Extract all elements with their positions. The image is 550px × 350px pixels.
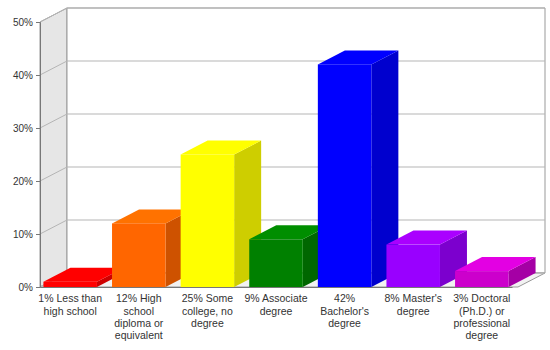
bar [181, 141, 262, 288]
x-axis: 1% Less thanhigh school 12% Highschooldip… [38, 287, 512, 341]
bar-front [181, 155, 235, 288]
y-tick-mark [36, 75, 40, 76]
chart: 0% 10% 20% 30% 40% 50% 1% Less thanhigh school… [0, 0, 550, 350]
y-axis: 0% 10% 20% 30% 40% 50% [13, 17, 41, 293]
y-tick-label: 10% [13, 229, 33, 240]
y-tick: 20% [13, 176, 40, 187]
x-tick-label-line: degree [397, 305, 430, 317]
x-tick: 9% Associatedegree [244, 287, 307, 317]
x-tick-label: 42%Bachelor'sdegree [320, 292, 369, 328]
y-tick-label: 40% [13, 70, 33, 81]
y-tick: 50% [13, 17, 40, 28]
bar-front [386, 245, 440, 287]
grid-line [40, 114, 545, 128]
y-tick-label: 50% [13, 17, 33, 28]
grid [40, 8, 545, 287]
y-tick: 10% [13, 229, 40, 240]
bar [112, 209, 193, 287]
x-tick: 25% Somecollege, nodegree [182, 287, 234, 329]
x-tick-label-line: 3% Doctoral [453, 292, 510, 304]
x-tick-label-line: degree [191, 317, 224, 329]
y-tick: 30% [13, 123, 40, 134]
x-tick-label-line: 25% Some [182, 292, 234, 304]
bar-front [112, 223, 166, 287]
x-axis-line [41, 287, 513, 288]
x-tick: 1% Less thanhigh school [38, 287, 102, 317]
x-tick-label-line: 42% [334, 292, 355, 304]
grid-line [40, 167, 545, 181]
x-tick-label-line: 1% Less than [38, 292, 102, 304]
grid-line [40, 61, 545, 75]
bar-front [455, 271, 509, 287]
bar-top [249, 225, 330, 239]
x-tick-label: 3% Doctoral(Ph.D.) orprofessionaldegree [453, 292, 510, 340]
y-tick: 40% [13, 70, 40, 81]
bar-top [112, 209, 193, 223]
x-tick-label: 12% Highschooldiploma orequivalent [114, 292, 164, 340]
x-tick-label-line: diploma or [114, 317, 164, 329]
y-tick-mark [36, 181, 40, 182]
bars [43, 50, 535, 287]
x-tick-label-line: (Ph.D.) or [459, 305, 505, 317]
bar-top [43, 268, 124, 282]
x-tick-label-line: Bachelor's [320, 305, 369, 317]
bar [386, 231, 467, 287]
x-tick-label-line: high school [44, 305, 97, 317]
bar-top [181, 141, 262, 155]
bar-front [318, 64, 372, 287]
x-tick-label-line: college, no [182, 305, 233, 317]
bar-top [455, 257, 536, 271]
grid-line [40, 8, 545, 22]
bar [318, 50, 399, 287]
y-tick-mark [36, 287, 40, 288]
x-tick: 3% Doctoral(Ph.D.) orprofessionaldegree [453, 287, 510, 341]
y-tick-label: 20% [13, 176, 33, 187]
y-tick-mark [36, 22, 40, 23]
x-tick-label-line: equivalent [115, 329, 163, 341]
x-tick-label-line: 9% Associate [244, 292, 307, 304]
bar [43, 268, 124, 287]
x-tick-label-line: school [124, 305, 154, 317]
x-tick-label: 9% Associatedegree [244, 292, 307, 316]
x-tick: 12% Highschooldiploma orequivalent [114, 287, 164, 341]
y-tick-label: 0% [19, 282, 34, 293]
y-axis-line [36, 23, 41, 288]
x-tick-label-line: 8% Master's [384, 292, 441, 304]
x-tick-label: 1% Less thanhigh school [38, 292, 102, 316]
x-tick-label-line: degree [260, 305, 293, 317]
bar [249, 225, 330, 287]
x-tick-label: 8% Master'sdegree [384, 292, 441, 316]
y-tick: 0% [19, 282, 40, 293]
y-tick-label: 30% [13, 123, 33, 134]
left-wall [40, 8, 67, 287]
x-tick-label-line: professional [454, 317, 511, 329]
x-tick-label: 25% Somecollege, nodegree [182, 292, 234, 328]
bar [455, 257, 536, 287]
x-tick: 42%Bachelor'sdegree [320, 287, 369, 329]
bar-front [249, 239, 303, 287]
x-tick-label-line: 12% High [116, 292, 162, 304]
x-tick: 8% Master'sdegree [384, 287, 441, 317]
bar-front [43, 282, 97, 287]
bar-top [386, 231, 467, 245]
bar-top [318, 50, 399, 64]
x-tick-label-line: degree [328, 317, 361, 329]
x-tick-label-line: degree [465, 329, 498, 341]
y-tick-mark [36, 128, 40, 129]
y-tick-mark [36, 234, 40, 235]
